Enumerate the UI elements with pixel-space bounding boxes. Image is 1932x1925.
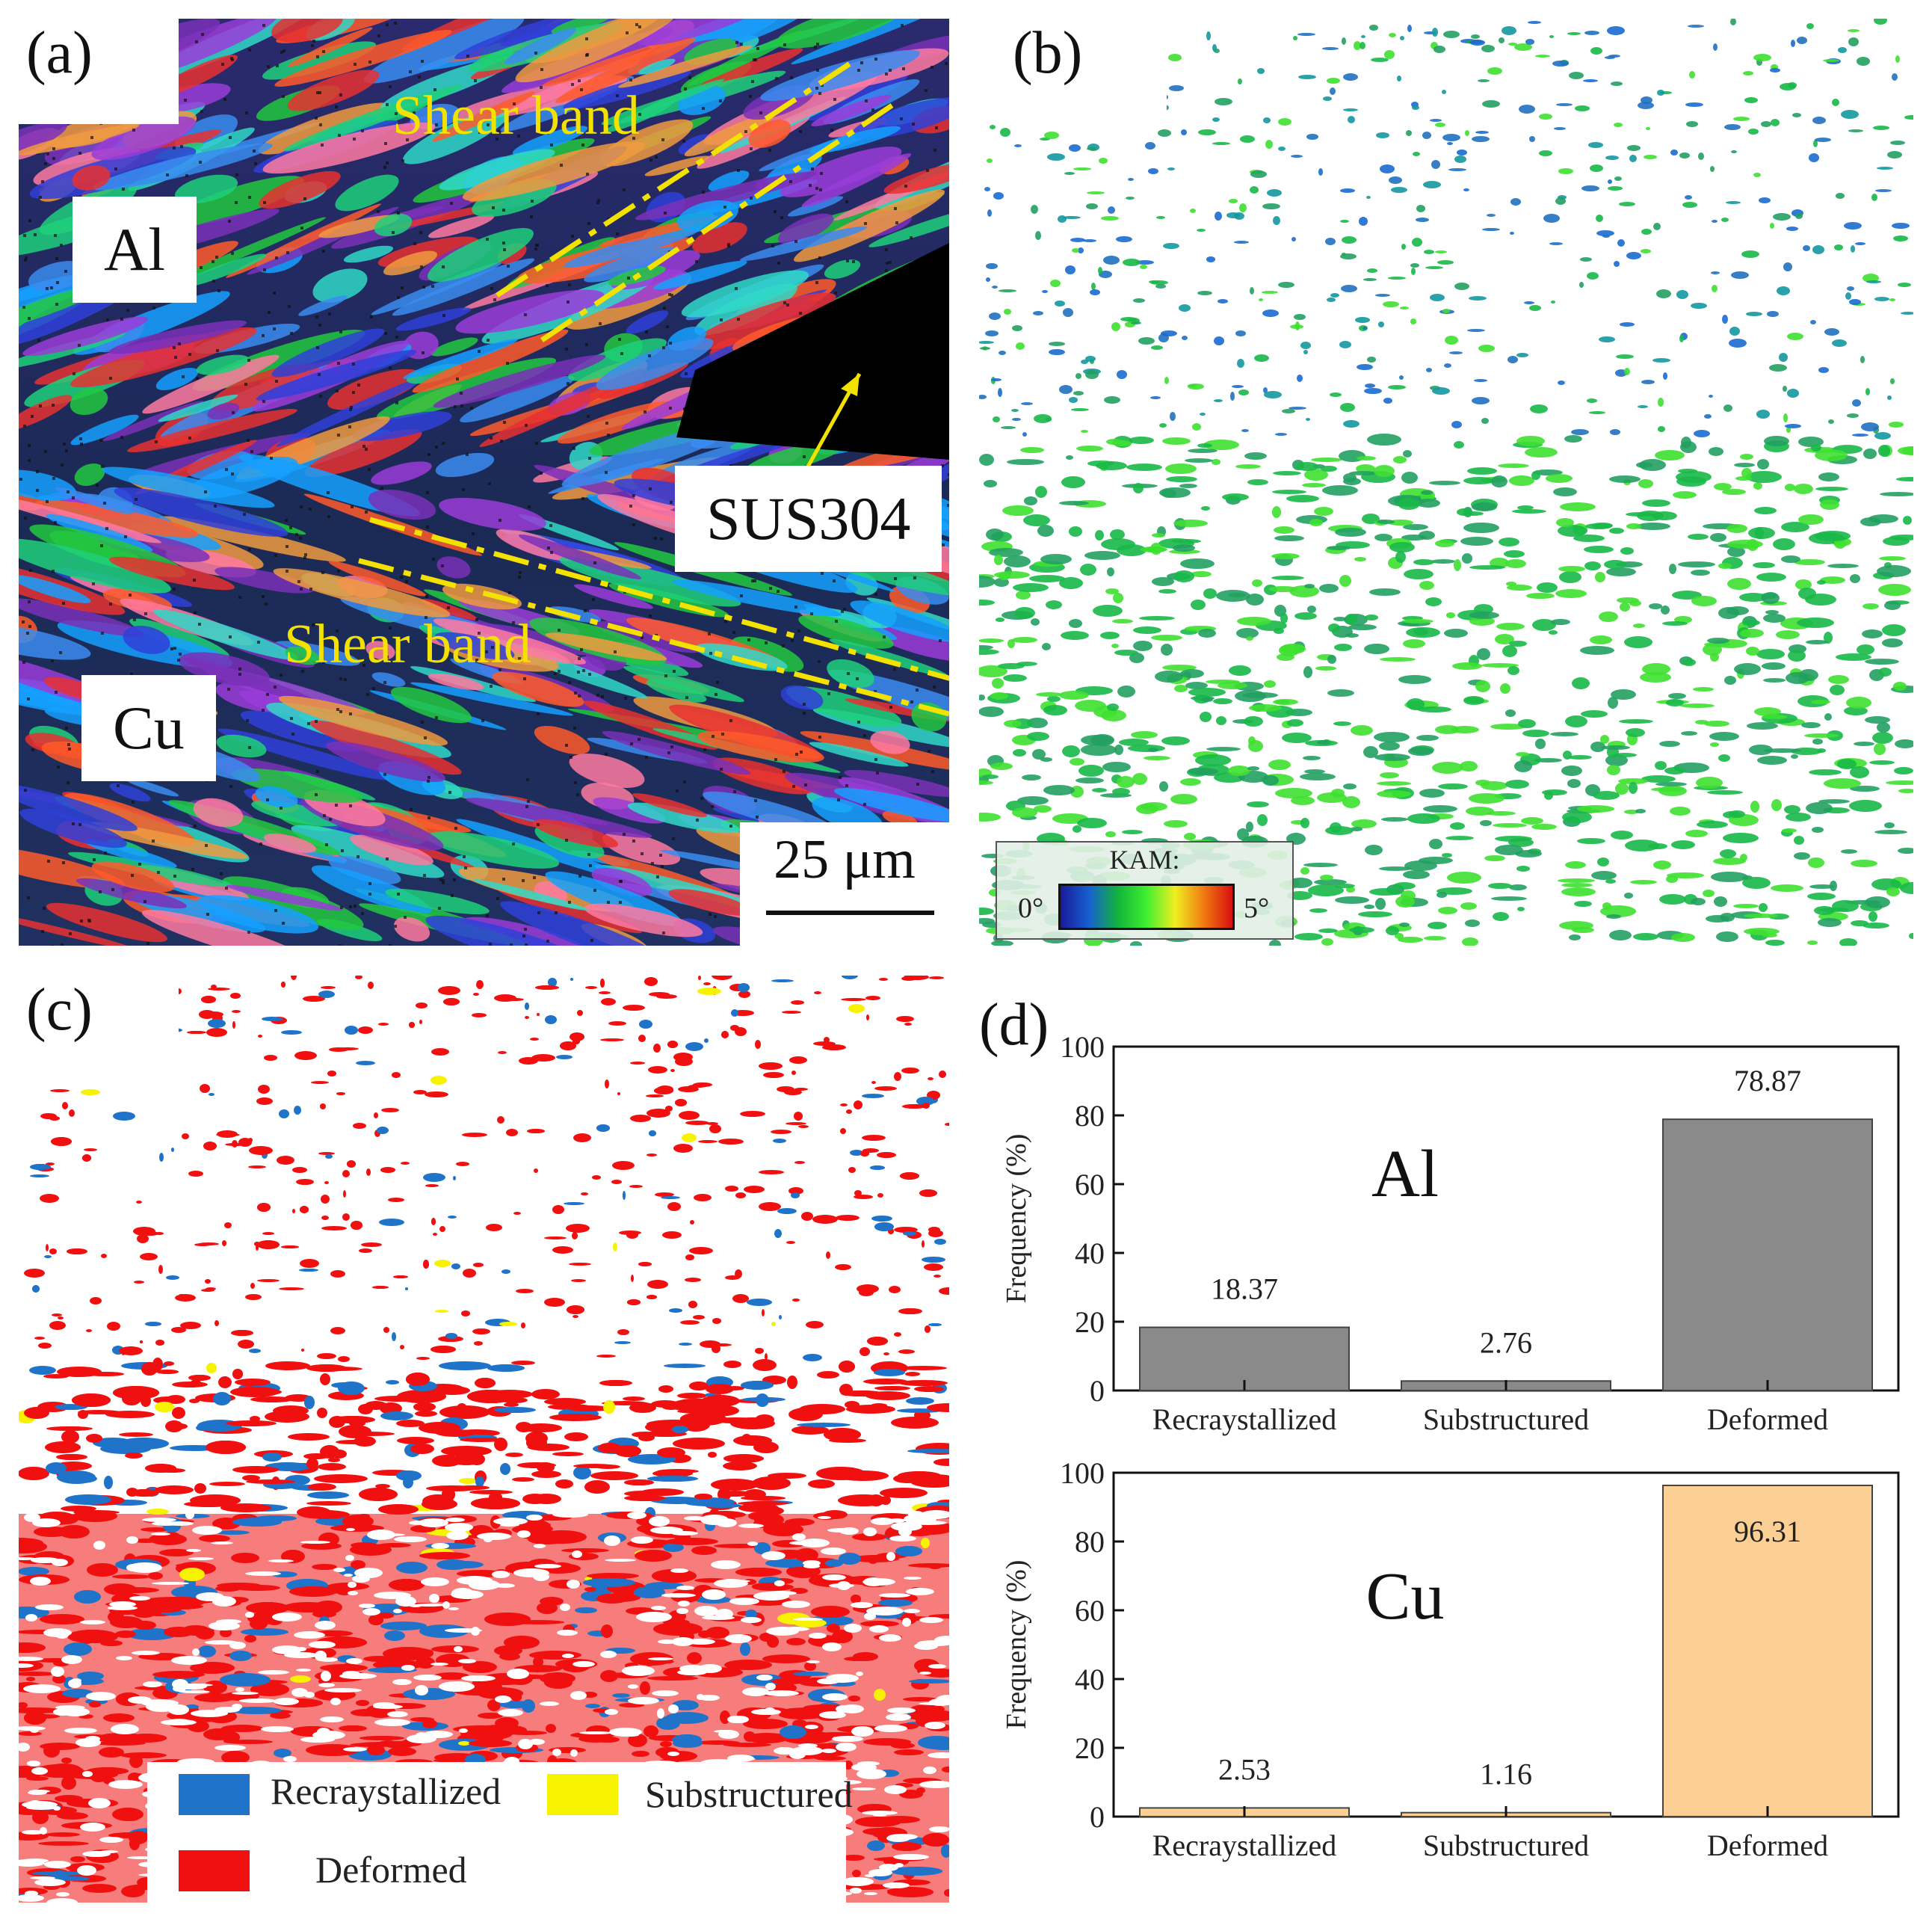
kam-colorbar-max: 5°: [1244, 893, 1270, 924]
bar-value-label: 96.31: [1734, 1515, 1801, 1548]
y-tick-label: 0: [1090, 1800, 1105, 1834]
kam-map-image: [979, 19, 1913, 946]
panel-c-recrystallization-map: (c) Recraystallized Substructured Deform…: [19, 976, 949, 1903]
y-axis-label: Frequency (%): [1001, 1134, 1032, 1304]
panel-d-bar-charts: (d) 0 20 40 60 80 100 Frequency (%) Al 18.37 Recr…: [979, 976, 1913, 1903]
bar-value-label: 18.37: [1211, 1272, 1278, 1306]
shear-band-label-bottom: Shear band: [284, 614, 531, 675]
kam-colorbar: KAM: 0° 5°: [996, 841, 1294, 940]
shear-band-label-top: Shear band: [392, 85, 640, 147]
legend-label-substructured: Substructured: [645, 1773, 853, 1815]
legend-swatch-deformed: [179, 1850, 250, 1891]
chart-title: Cu: [1365, 1559, 1444, 1633]
y-axis-label: Frequency (%): [1001, 1560, 1032, 1730]
kam-colorbar-min: 0°: [1018, 893, 1044, 924]
panel-b-kam-map: (b) KAM: 0° 5°: [979, 19, 1913, 946]
y-tick-label: 100: [1060, 1030, 1105, 1064]
bar-charts-svg: 0 20 40 60 80 100 Frequency (%) Al 18.37 Recrayst…: [1001, 1030, 1900, 1862]
x-tick-label: Substructured: [1423, 1402, 1589, 1436]
region-label-al: Al: [72, 197, 197, 303]
region-label-sus304: SUS304: [675, 466, 942, 572]
scale-bar-line: [766, 911, 934, 915]
bar-value-label: 78.87: [1734, 1064, 1801, 1097]
bar-value-label: 2.76: [1480, 1325, 1532, 1359]
y-tick-label: 20: [1075, 1731, 1105, 1765]
panel-label: (b): [979, 19, 1167, 124]
legend-label-recrystallized: Recraystallized: [271, 1770, 501, 1812]
bar-value-label: 2.53: [1218, 1752, 1271, 1786]
sus304-region: [676, 243, 949, 460]
legend-swatch-recrystallized: [179, 1774, 250, 1815]
x-tick-label: Deformed: [1707, 1402, 1828, 1436]
panel-label: (d): [979, 991, 1049, 1059]
y-tick-label: 60: [1075, 1168, 1105, 1201]
kam-colorbar-title: KAM:: [1109, 845, 1180, 875]
y-tick-label: 40: [1075, 1236, 1105, 1270]
kam-colorbar-gradient: [1058, 884, 1235, 930]
panel-label: (a): [19, 19, 179, 124]
ipf-map-image: [19, 19, 949, 946]
y-tick-label: 80: [1075, 1099, 1105, 1133]
legend-label-deformed: Deformed: [315, 1849, 467, 1891]
y-tick-label: 0: [1090, 1374, 1105, 1408]
panel-label: (c): [19, 976, 179, 1081]
x-tick-label: Recraystallized: [1152, 1829, 1337, 1862]
bar-value-label: 1.16: [1480, 1758, 1532, 1791]
x-tick-label: Substructured: [1423, 1829, 1589, 1862]
y-tick-label: 60: [1075, 1594, 1105, 1627]
shear-band-lines: [358, 58, 949, 717]
x-tick-label: Recraystallized: [1152, 1402, 1337, 1436]
bar-deformed: [1662, 1485, 1873, 1817]
bar-recraystallized: [1139, 1326, 1350, 1391]
legend-swatch-substructured: [547, 1774, 618, 1815]
scale-bar-label: 25 μm: [774, 829, 916, 890]
region-label-cu: Cu: [81, 675, 216, 781]
y-tick-label: 100: [1060, 1456, 1105, 1490]
x-tick-label: Deformed: [1707, 1829, 1828, 1862]
y-tick-label: 80: [1075, 1525, 1105, 1559]
legend: Recraystallized Substructured Deformed: [147, 1762, 853, 1903]
y-tick-label: 40: [1075, 1663, 1105, 1696]
scale-bar: 25 μm: [740, 822, 949, 946]
panel-a-ipf-map: (a) Al Cu SUS304 Shear band Shear band 2…: [19, 19, 949, 946]
y-tick-label: 20: [1075, 1305, 1105, 1339]
bar-deformed: [1662, 1118, 1873, 1391]
chart-title: Al: [1371, 1137, 1439, 1211]
